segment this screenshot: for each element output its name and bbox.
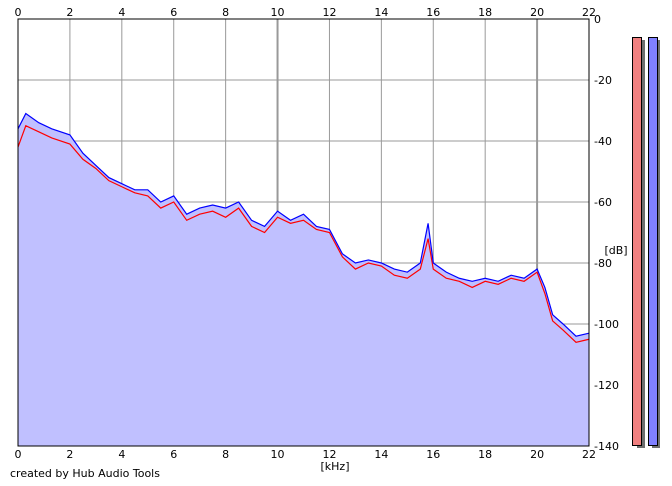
x-tick-top: 12 — [322, 6, 336, 19]
y-tick-label: -60 — [594, 196, 612, 209]
x-tick-top: 10 — [271, 6, 285, 19]
y-tick-label: 0 — [594, 13, 601, 26]
x-tick-bottom: 20 — [530, 448, 544, 461]
x-tick-top: 22 — [582, 6, 596, 19]
y-tick-label: -100 — [594, 318, 619, 331]
plot-frame — [17, 18, 590, 447]
x-tick-top: 6 — [170, 6, 177, 19]
series-line-blue — [17, 112, 590, 337]
x-tick-top: 2 — [66, 6, 73, 19]
y-tick-label: -120 — [594, 379, 619, 392]
series-line-red — [17, 124, 590, 343]
y-axis-ticks: 0 -20 -40 -60 -80 -100 -120 -140 — [594, 13, 619, 453]
y-tick-label: -140 — [594, 440, 619, 453]
x-tick-bottom: 14 — [374, 448, 388, 461]
x-tick-top: 8 — [222, 6, 229, 19]
y-axis-label: [dB] — [604, 244, 627, 257]
x-tick-bottom: 0 — [15, 448, 22, 461]
y-tick-label: -40 — [594, 135, 612, 148]
x-tick-bottom: 6 — [170, 448, 177, 461]
y-tick-label: -20 — [594, 74, 612, 87]
spectrum-fill — [18, 113, 589, 447]
y-tick-label: -80 — [594, 257, 612, 270]
spectrum-area — [18, 113, 589, 447]
axes — [17, 18, 590, 447]
x-tick-top: 16 — [426, 6, 440, 19]
x-axis-label: [kHz] — [321, 460, 350, 473]
x-tick-bottom: 8 — [222, 448, 229, 461]
right-channel-meter — [648, 37, 658, 446]
credit-text: created by Hub Audio Tools — [10, 467, 160, 480]
spectrum-lines — [17, 112, 590, 343]
x-tick-top: 14 — [374, 6, 388, 19]
x-tick-top: 18 — [478, 6, 492, 19]
x-tick-bottom: 12 — [322, 448, 336, 461]
x-tick-bottom: 4 — [118, 448, 125, 461]
x-tick-bottom: 10 — [271, 448, 285, 461]
x-tick-top: 4 — [118, 6, 125, 19]
x-tick-bottom: 18 — [478, 448, 492, 461]
x-tick-bottom: 2 — [66, 448, 73, 461]
x-tick-bottom: 22 — [582, 448, 596, 461]
x-tick-bottom: 16 — [426, 448, 440, 461]
left-channel-meter — [632, 37, 642, 446]
x-tick-top: 20 — [530, 6, 544, 19]
x-tick-top: 0 — [15, 6, 22, 19]
